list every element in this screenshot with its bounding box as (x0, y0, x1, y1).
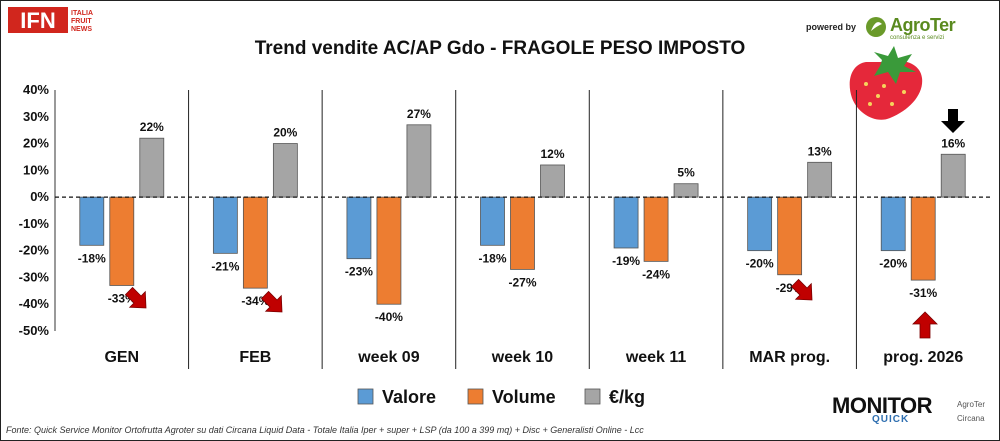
y-tick-label: 40% (23, 82, 49, 97)
monitor-logo-text: MONITOR (832, 393, 932, 418)
data-label-valore: -23% (345, 265, 373, 279)
data-label-volume: -27% (508, 275, 536, 289)
legend-label-valore: Valore (382, 387, 436, 407)
bar-valore (880, 196, 906, 252)
agroter-tagline: consulenza e servizi (890, 35, 945, 41)
bar-volume (777, 196, 803, 276)
x-tick-label: week 09 (357, 349, 419, 366)
legend-label-prezzo: €/kg (609, 387, 645, 407)
x-tick-label: MAR prog. (749, 349, 830, 366)
ifn-logo: IFN ITALIA FRUIT NEWS (8, 7, 93, 33)
data-label-volume: -24% (642, 267, 670, 281)
arrow-prog-down-shape (941, 109, 965, 133)
bar-volume (242, 196, 268, 289)
bar-valore (747, 196, 773, 252)
bar-valore (212, 196, 238, 254)
y-tick-label: -30% (19, 269, 50, 284)
bar-volume (376, 196, 402, 305)
legend: Valore Volume €/kg (357, 387, 645, 407)
category-separators (188, 90, 857, 369)
ifn-logo-sub1: ITALIA (71, 10, 93, 17)
arrow-prog-up (912, 311, 938, 339)
ifn-logo-sub2: FRUIT (71, 18, 92, 25)
data-label-prezzo: 22% (140, 120, 164, 134)
bar-prezzo (940, 153, 966, 198)
bar-valore (480, 196, 505, 246)
powered-by-text: powered by (806, 22, 857, 32)
arrow-mar-shape (790, 278, 813, 301)
x-tick-label: week 10 (491, 349, 553, 366)
arrow-feb-shape (260, 290, 283, 313)
arrow-gen-shape (124, 286, 147, 309)
bar-prezzo (406, 124, 432, 198)
data-label-valore: -18% (478, 251, 506, 265)
ifn-logo-sub3: NEWS (71, 26, 92, 33)
arrow-prog-up-shape (912, 311, 938, 339)
bar-prezzo (540, 164, 565, 198)
badge-circana: Circana (957, 414, 985, 423)
x-axis-labels: GEN FEB week 09 week 10 week 11 MAR prog. prog… (104, 349, 963, 366)
chart-title: Trend vendite AC/AP Gdo - FRAGOLE PESO I… (254, 38, 746, 59)
data-label-prezzo: 27% (407, 107, 431, 121)
bars (79, 124, 966, 305)
badge-agroter: AgroTer (957, 400, 986, 409)
y-axis: 40% 30% 20% 10% 0% -10% -20% -30% -40% -50% (19, 82, 56, 338)
y-tick-label: 0% (30, 189, 49, 204)
data-label-valore: -20% (879, 257, 907, 271)
bar-valore (346, 196, 372, 260)
bar-volume (910, 196, 936, 281)
arrow-prog-down (941, 109, 965, 133)
x-tick-label: FEB (239, 349, 271, 366)
ifn-logo-text: IFN (20, 8, 55, 33)
legend-swatch-prezzo (584, 388, 601, 405)
data-label-prezzo: 20% (273, 126, 297, 140)
data-label-prezzo: 13% (808, 144, 832, 158)
quick-logo-text: QUICK (872, 414, 910, 425)
y-tick-label: -40% (19, 296, 50, 311)
data-labels: -18%-33%22%-21%-34%20%-23%-40%27%-18%-27… (78, 107, 966, 324)
y-tick-label: 30% (23, 109, 49, 124)
y-tick-label: -20% (19, 243, 50, 258)
data-label-valore: -20% (746, 257, 774, 271)
y-tick-label: 10% (23, 162, 49, 177)
bar-prezzo (272, 143, 298, 198)
legend-swatch-valore (357, 388, 374, 405)
x-tick-label: prog. 2026 (883, 349, 963, 366)
agroter-logo-text: AgroTer (890, 15, 956, 35)
y-tick-label: -10% (19, 216, 50, 231)
bar-volume (510, 196, 535, 270)
highlight-arrows (124, 109, 965, 339)
data-label-valore: -18% (78, 251, 106, 265)
data-label-valore: -21% (211, 259, 239, 273)
bar-volume (109, 196, 135, 286)
bar-prezzo (139, 137, 165, 198)
legend-swatch-volume (467, 388, 484, 405)
x-tick-label: GEN (104, 349, 139, 366)
y-tick-label: -50% (19, 323, 50, 338)
data-label-prezzo: 16% (941, 136, 965, 150)
data-label-prezzo: 12% (540, 147, 564, 161)
arrow-feb (260, 290, 283, 313)
bar-volume (643, 196, 669, 262)
bar-valore (79, 196, 105, 246)
data-label-volume: -40% (375, 310, 403, 324)
ifn-logo-box (8, 7, 68, 33)
bar-prezzo (673, 183, 699, 198)
y-tick-label: 20% (23, 136, 49, 151)
data-label-volume: -31% (909, 286, 937, 300)
footer-source: Fonte: Quick Service Monitor Ortofrutta … (6, 425, 644, 435)
x-tick-label: week 11 (625, 349, 687, 366)
legend-label-volume: Volume (492, 387, 556, 407)
arrow-gen (124, 286, 147, 309)
data-label-valore: -19% (612, 254, 640, 268)
bar-prezzo (807, 161, 833, 198)
arrow-mar (790, 278, 813, 301)
data-label-prezzo: 5% (677, 166, 695, 180)
bar-valore (613, 196, 639, 249)
